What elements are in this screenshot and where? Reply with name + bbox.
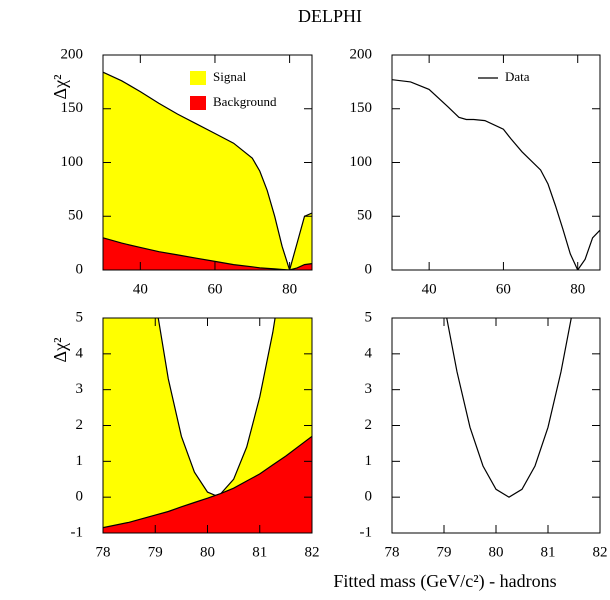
area-fill [103,72,312,270]
x-tick-label: 80 [200,544,215,560]
series-line [103,237,312,270]
y-tick-label: 100 [350,154,373,170]
y-tick-label: 5 [76,309,84,325]
x-tick-label: 80 [282,281,297,297]
x-tick-label: 82 [593,544,608,560]
y-tick-label: 0 [365,261,373,277]
x-tick-label: 78 [385,544,400,560]
x-tick-label: 40 [133,281,148,297]
x-axis-label: Fitted mass (GeV/c²) - hadrons [333,571,556,592]
x-tick-label: 81 [252,544,267,560]
y-tick-label: 50 [357,208,372,224]
y-tick-label: 0 [76,261,84,277]
y-tick-label: 150 [350,100,373,116]
y-tick-label: 4 [76,345,84,361]
x-tick-label: 80 [489,544,504,560]
y-tick-label: 50 [68,208,83,224]
plot-area [103,71,312,270]
y-tick-label: -1 [360,524,373,540]
legend-label: Background [213,94,277,109]
plot-area [446,318,572,498]
y-tick-label: 3 [365,381,373,397]
y-tick-label: 2 [365,417,373,433]
y-tick-label: 200 [61,46,84,62]
y-tick-label: 0 [76,489,84,505]
x-tick-label: 60 [496,281,511,297]
figure-title: DELPHI [298,6,362,26]
area-fill [103,436,312,533]
x-tick-label: 79 [437,544,452,560]
y-tick-label: 1 [365,453,373,469]
x-tick-label: 81 [541,544,556,560]
legend-label: Signal [213,69,247,84]
x-tick-label: 79 [148,544,163,560]
series-line [446,318,572,498]
y-tick-label: 150 [61,100,84,116]
plot-area [392,79,600,270]
y-tick-label: 100 [61,154,84,170]
x-tick-label: 60 [207,281,222,297]
plot-area [103,318,312,533]
y-tick-label: 0 [365,489,373,505]
y-axis-label: Δχ² [50,75,70,100]
y-tick-label: 2 [76,417,84,433]
y-tick-label: 1 [76,453,84,469]
x-tick-label: 78 [96,544,111,560]
y-tick-label: -1 [71,524,84,540]
legend-swatch [190,71,206,85]
x-tick-label: 40 [422,281,437,297]
series-line [103,435,312,529]
series-line [103,71,312,270]
area-fill [103,237,312,270]
y-tick-label: 3 [76,381,84,397]
legend-swatch [190,96,206,110]
y-tick-label: 4 [365,345,373,361]
plot-frame [391,317,601,534]
legend-label: Data [505,69,530,84]
series-line [392,79,600,270]
y-axis-label: Δχ² [50,338,70,363]
y-tick-label: 200 [350,46,373,62]
x-tick-label: 82 [305,544,320,560]
y-tick-label: 5 [365,309,373,325]
x-tick-label: 80 [570,281,585,297]
